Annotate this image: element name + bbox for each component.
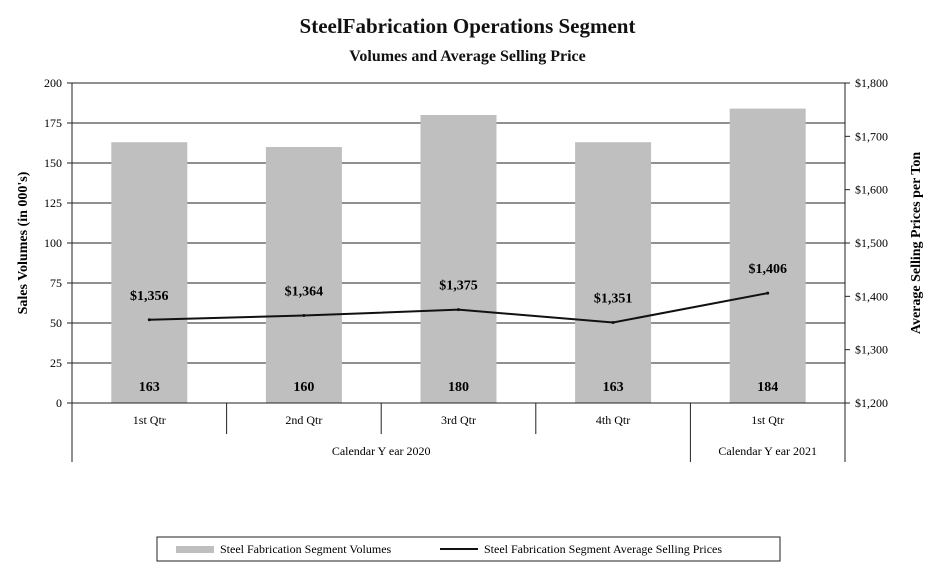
legend-label-prices: Steel Fabrication Segment Average Sellin… bbox=[484, 542, 722, 556]
y-tick-label: 125 bbox=[44, 196, 62, 210]
y2-tick-label: $1,500 bbox=[855, 236, 888, 250]
volume-bar bbox=[265, 147, 342, 403]
x-tick-label: 2nd Qtr bbox=[285, 413, 322, 427]
y-tick-label: 150 bbox=[44, 156, 62, 170]
y-tick-label: 200 bbox=[44, 76, 62, 90]
legend-label-volumes: Steel Fabrication Segment Volumes bbox=[220, 542, 392, 556]
volume-data-label: 180 bbox=[448, 380, 469, 395]
price-data-label: $1,351 bbox=[594, 291, 633, 306]
y2-tick-label: $1,400 bbox=[855, 289, 888, 303]
y2-tick-label: $1,800 bbox=[855, 76, 888, 90]
y2-tick-label: $1,300 bbox=[855, 343, 888, 357]
y2-tick-label: $1,700 bbox=[855, 129, 888, 143]
y-tick-label: 50 bbox=[50, 316, 62, 330]
y-tick-label: 100 bbox=[44, 236, 62, 250]
price-point bbox=[766, 291, 770, 295]
volume-bar bbox=[111, 142, 188, 403]
volume-data-label: 184 bbox=[757, 380, 778, 395]
volume-bar bbox=[420, 115, 497, 403]
group-label: Calendar Y ear 2020 bbox=[332, 444, 431, 458]
y-tick-label: 75 bbox=[50, 276, 62, 290]
legend-box bbox=[156, 536, 781, 562]
price-data-label: $1,356 bbox=[130, 289, 169, 304]
price-point bbox=[457, 308, 460, 312]
price-point bbox=[611, 320, 615, 324]
y2-axis-title: Average Selling Prices per Ton bbox=[909, 152, 924, 334]
y2-tick-label: $1,200 bbox=[855, 396, 888, 410]
x-tick-label: 1st Qtr bbox=[133, 413, 166, 427]
chart-subtitle: Volumes and Average Selling Price bbox=[349, 48, 586, 65]
price-point bbox=[147, 318, 151, 322]
y2-tick-label: $1,600 bbox=[855, 183, 888, 197]
volume-bar bbox=[575, 142, 652, 403]
price-data-label: $1,364 bbox=[285, 285, 324, 300]
group-label: Calendar Y ear 2021 bbox=[718, 444, 817, 458]
volume-data-label: 160 bbox=[293, 380, 314, 395]
price-data-label: $1,375 bbox=[439, 279, 478, 294]
chart-title: SteelFabrication Operations Segment bbox=[299, 14, 636, 38]
price-point bbox=[302, 314, 306, 318]
y-tick-label: 175 bbox=[44, 116, 62, 130]
x-tick-label: 1st Qtr bbox=[751, 413, 784, 427]
volume-data-label: 163 bbox=[603, 380, 624, 395]
legend-swatch-volumes bbox=[176, 546, 214, 553]
x-tick-label: 4th Qtr bbox=[596, 413, 630, 427]
y-tick-label: 25 bbox=[50, 356, 62, 370]
y-tick-label: 0 bbox=[56, 396, 62, 410]
volume-bar bbox=[729, 108, 806, 403]
price-data-label: $1,406 bbox=[748, 262, 787, 277]
x-tick-label: 3rd Qtr bbox=[441, 413, 476, 427]
volume-data-label: 163 bbox=[139, 380, 160, 395]
y-axis-title: Sales Volumes (in 000's) bbox=[16, 171, 31, 314]
